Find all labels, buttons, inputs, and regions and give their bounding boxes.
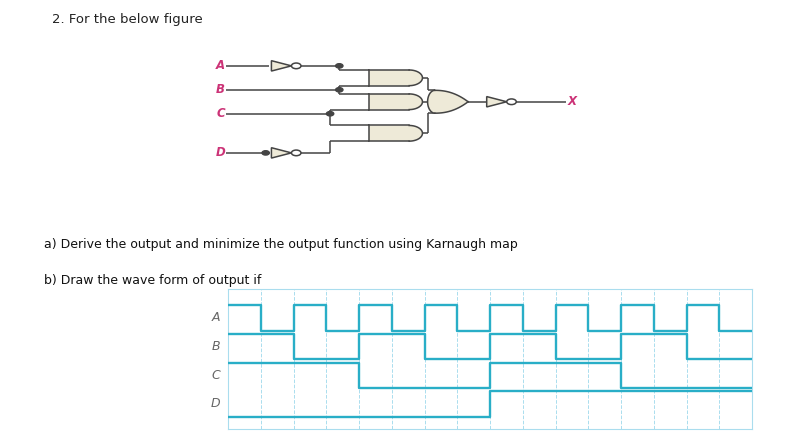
- Text: a) Derive the output and minimize the output function using Karnaugh map: a) Derive the output and minimize the ou…: [44, 238, 518, 251]
- Text: C: C: [217, 107, 226, 120]
- Circle shape: [291, 63, 301, 69]
- Text: B: B: [216, 83, 226, 96]
- Polygon shape: [486, 97, 506, 107]
- Circle shape: [326, 112, 334, 116]
- Circle shape: [291, 150, 301, 156]
- Polygon shape: [428, 90, 468, 113]
- Text: D: D: [210, 397, 220, 410]
- Circle shape: [506, 99, 516, 105]
- Polygon shape: [369, 125, 422, 141]
- Text: D: D: [215, 146, 226, 159]
- Polygon shape: [369, 70, 422, 85]
- Circle shape: [336, 88, 343, 92]
- Circle shape: [262, 151, 270, 155]
- Text: A: A: [216, 59, 226, 73]
- Polygon shape: [271, 148, 291, 158]
- Circle shape: [336, 64, 343, 68]
- Text: B: B: [211, 340, 220, 353]
- Polygon shape: [369, 94, 422, 109]
- Text: A: A: [211, 312, 220, 324]
- Text: 2. For the below figure: 2. For the below figure: [52, 13, 202, 26]
- Text: X: X: [567, 95, 577, 108]
- Text: b) Draw the wave form of output if: b) Draw the wave form of output if: [44, 274, 262, 287]
- Text: C: C: [211, 369, 220, 382]
- Polygon shape: [271, 61, 291, 71]
